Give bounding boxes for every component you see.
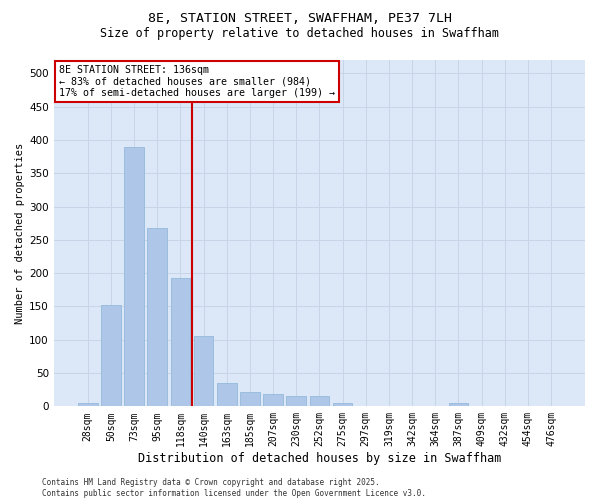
Y-axis label: Number of detached properties: Number of detached properties — [15, 142, 25, 324]
Bar — [333, 403, 352, 406]
Bar — [148, 228, 167, 406]
Text: 8E, STATION STREET, SWAFFHAM, PE37 7LH: 8E, STATION STREET, SWAFFHAM, PE37 7LH — [148, 12, 452, 26]
Bar — [194, 336, 214, 406]
Text: 8E STATION STREET: 136sqm
← 83% of detached houses are smaller (984)
17% of semi: 8E STATION STREET: 136sqm ← 83% of detac… — [59, 65, 335, 98]
Bar — [240, 392, 260, 406]
Bar — [310, 396, 329, 406]
Bar — [263, 394, 283, 406]
Bar — [286, 396, 306, 406]
Bar — [78, 403, 98, 406]
Bar — [217, 383, 236, 406]
Text: Contains HM Land Registry data © Crown copyright and database right 2025.
Contai: Contains HM Land Registry data © Crown c… — [42, 478, 426, 498]
Bar — [449, 403, 468, 406]
X-axis label: Distribution of detached houses by size in Swaffham: Distribution of detached houses by size … — [138, 452, 501, 465]
Text: Size of property relative to detached houses in Swaffham: Size of property relative to detached ho… — [101, 28, 499, 40]
Bar — [170, 278, 190, 406]
Bar — [124, 146, 144, 406]
Bar — [101, 305, 121, 406]
